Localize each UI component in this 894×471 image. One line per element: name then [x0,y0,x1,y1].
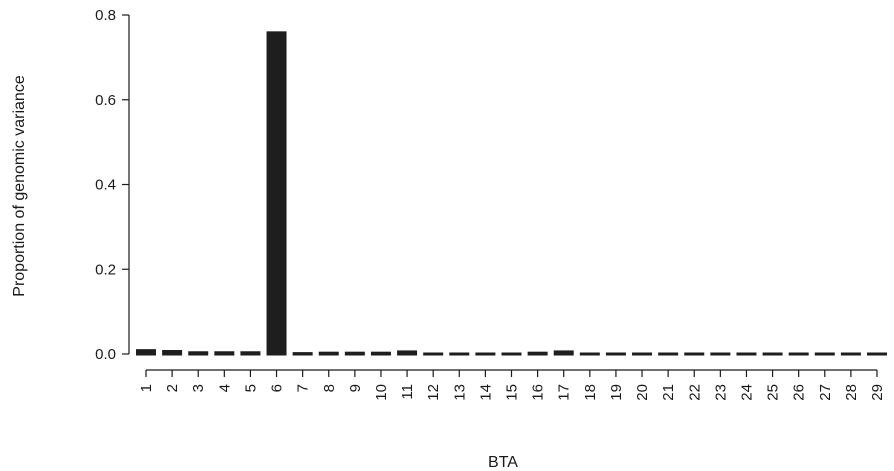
bar-bta-4 [214,351,235,356]
x-tick-label: 14 [477,384,494,401]
bar-bta-10 [370,351,391,356]
x-tick-label: 17 [556,384,573,401]
x-tick-label: 9 [347,384,364,392]
x-tick-label: 15 [504,384,521,401]
bar-bta-23 [710,352,731,356]
bar-bta-16 [527,351,548,356]
x-axis-title: BTA [488,454,518,471]
x-tick-label: 2 [164,384,181,392]
bar-bta-2 [162,349,183,356]
bar-bta-14 [475,352,496,356]
y-tick-label: 0.4 [95,177,116,194]
x-tick-label: 1 [138,384,155,392]
x-tick-label: 5 [242,384,259,392]
bar-bta-12 [423,352,444,356]
bar-bta-20 [632,352,653,356]
y-tick-label: 0.0 [95,346,116,363]
bar-bta-27 [814,352,835,356]
bar-bta-24 [736,352,757,356]
x-tick-label: 8 [321,384,338,392]
x-tick-label: 18 [582,384,599,401]
bar-bta-17 [553,350,574,356]
x-tick-label: 29 [869,384,886,401]
bar-bta-19 [605,352,626,356]
x-tick-label: 13 [451,384,468,401]
x-tick-label: 4 [216,384,233,392]
x-tick-label: 12 [425,384,442,401]
x-tick-label: 27 [817,384,834,401]
bar-bta-22 [684,352,705,356]
x-tick-label: 16 [530,384,547,401]
bar-bta-8 [318,351,339,356]
x-tick-label: 28 [843,384,860,401]
x-tick-label: 11 [399,384,416,400]
bar-bta-7 [292,352,313,356]
x-tick-label: 26 [791,384,808,401]
bar-bta-1 [136,349,156,356]
y-axis: 0.0 0.2 0.4 0.6 0.8 [95,7,130,363]
bar-bta-11 [397,350,418,356]
bar-bta-3 [188,351,209,356]
bar-bta-18 [579,352,600,356]
x-tick-label: 10 [373,384,390,401]
x-axis: 1 2 3 4 5 6 7 8 9 10 11 12 13 14 15 16 17 18 19 20 21 22 23 24 2… [138,369,886,401]
x-tick-label: 20 [634,384,651,401]
bar-bta-26 [788,352,809,356]
bar-bta-6 [266,31,287,356]
bar-bta-13 [449,352,470,356]
x-tick-label: 22 [686,384,703,401]
bar-bta-21 [658,352,679,356]
bar-bta-5 [240,351,261,356]
bar-bta-29 [867,352,887,356]
bar-bta-9 [344,351,365,356]
bars [136,31,887,356]
y-axis-title: Proportion of genomic variance [11,75,28,297]
x-tick-label: 19 [608,384,625,401]
bar-bta-28 [840,352,861,356]
x-tick-label: 7 [295,384,312,392]
y-tick-label: 0.2 [95,261,116,278]
x-tick-label: 25 [765,384,782,401]
y-tick-label: 0.6 [95,92,116,109]
y-tick-label: 0.8 [95,7,116,24]
x-tick-label: 23 [712,384,729,401]
x-tick-label: 21 [660,384,677,401]
x-tick-label: 6 [269,384,286,392]
x-tick-label: 24 [738,384,755,401]
bar-bta-25 [762,352,783,356]
bar-bta-15 [501,352,522,356]
x-tick-label: 3 [190,384,207,392]
